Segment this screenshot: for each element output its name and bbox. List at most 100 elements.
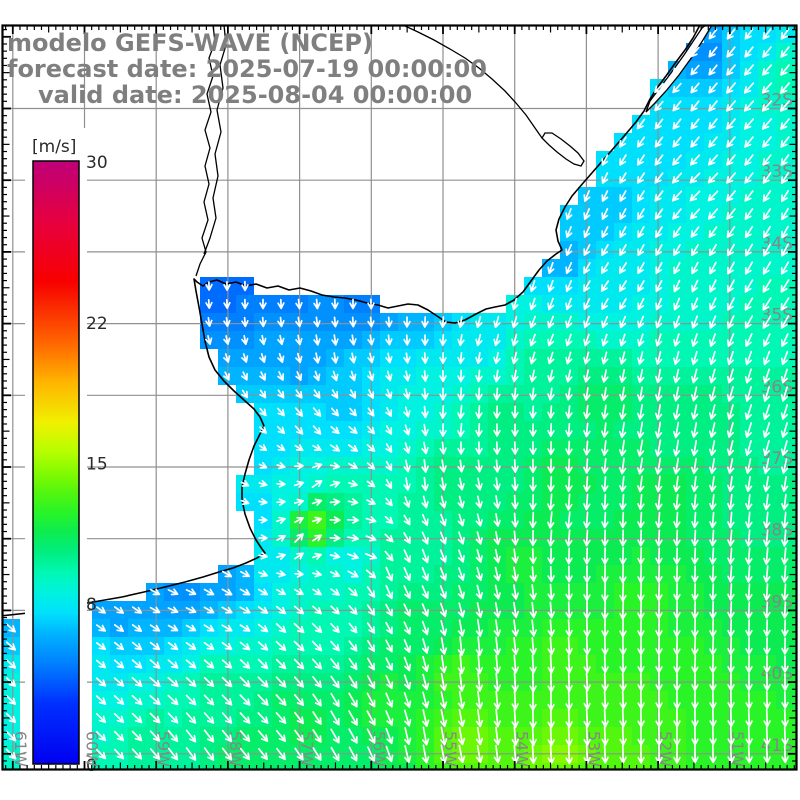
wind-arrow bbox=[511, 423, 519, 437]
wind-arrow bbox=[547, 387, 555, 401]
wind-arrow bbox=[637, 511, 645, 529]
wind-arrow bbox=[709, 726, 717, 746]
wind-arrow bbox=[601, 672, 609, 692]
wind-arrow bbox=[673, 279, 681, 293]
wind-arrow bbox=[709, 565, 717, 583]
wind-arrow bbox=[366, 604, 376, 616]
wind-arrow bbox=[655, 386, 663, 402]
wind-arrow bbox=[565, 208, 573, 220]
wind-arrow bbox=[673, 636, 681, 656]
wind-arrow bbox=[167, 588, 179, 596]
wind-arrow bbox=[223, 298, 231, 310]
wind-arrow bbox=[601, 547, 609, 565]
wind-arrow bbox=[312, 407, 322, 417]
wind-arrow bbox=[439, 602, 448, 618]
wind-arrow bbox=[547, 297, 555, 311]
wind-arrow bbox=[672, 208, 682, 220]
wind-arrow bbox=[493, 672, 502, 692]
wind-arrow bbox=[707, 208, 719, 220]
wind-arrow bbox=[149, 730, 161, 742]
wind-arrow bbox=[781, 655, 789, 673]
wind-arrow bbox=[636, 404, 645, 420]
wind-arrow bbox=[654, 421, 663, 439]
wind-arrow bbox=[655, 493, 663, 511]
wind-arrow bbox=[276, 498, 286, 506]
wind-arrow bbox=[330, 728, 340, 744]
wind-arrow bbox=[726, 208, 736, 220]
wind-arrow bbox=[583, 475, 591, 493]
wind-arrow bbox=[257, 730, 269, 742]
wind-arrow bbox=[726, 279, 735, 293]
wind-arrow bbox=[475, 404, 483, 420]
wind-arrow bbox=[349, 334, 357, 346]
wind-arrow bbox=[5, 695, 17, 705]
wind-arrow bbox=[403, 316, 411, 328]
wind-arrow bbox=[239, 570, 251, 578]
wind-arrow bbox=[673, 565, 681, 583]
wind-arrow bbox=[780, 458, 789, 474]
wind-arrow bbox=[331, 370, 339, 382]
wind-arrow bbox=[203, 659, 215, 669]
wind-arrow bbox=[763, 619, 771, 637]
wind-arrow bbox=[367, 370, 375, 382]
wind-arrow bbox=[637, 244, 645, 256]
wind-arrow bbox=[618, 280, 628, 292]
wind-arrow bbox=[672, 457, 681, 475]
wind-arrow bbox=[529, 725, 537, 747]
wind-arrow bbox=[366, 639, 376, 653]
wind-arrow bbox=[330, 407, 340, 417]
wind-arrow bbox=[744, 208, 754, 220]
wind-arrow bbox=[185, 588, 197, 596]
wind-arrow bbox=[259, 353, 267, 363]
wind-arrow bbox=[762, 279, 772, 293]
wind-arrow bbox=[239, 624, 251, 632]
wind-arrow bbox=[475, 333, 483, 347]
wind-arrow bbox=[727, 726, 735, 746]
wind-arrow bbox=[601, 690, 609, 710]
wind-arrow bbox=[475, 477, 483, 491]
wind-arrow bbox=[457, 387, 465, 401]
wind-arrow bbox=[727, 583, 735, 601]
wind-arrow bbox=[745, 744, 753, 764]
wind-arrow bbox=[672, 226, 682, 238]
forecast-date: forecast date: 2025-07-19 00:00:00 bbox=[7, 55, 487, 83]
wind-arrow bbox=[655, 351, 663, 365]
wind-arrow bbox=[330, 605, 340, 615]
wind-arrow bbox=[511, 512, 519, 528]
wind-arrow bbox=[241, 316, 249, 328]
wind-arrow bbox=[258, 552, 268, 560]
wind-arrow bbox=[709, 744, 717, 764]
wind-arrow bbox=[583, 618, 591, 638]
wind-arrow bbox=[547, 511, 555, 529]
wind-arrow bbox=[761, 82, 773, 94]
wind-arrow bbox=[583, 351, 591, 365]
wind-arrow bbox=[565, 547, 573, 565]
wind-arrow bbox=[439, 423, 447, 437]
wind-arrow bbox=[636, 457, 645, 475]
wind-arrow bbox=[601, 226, 609, 238]
wind-arrow bbox=[294, 747, 304, 761]
wind-arrow bbox=[726, 154, 736, 166]
wind-arrow bbox=[583, 654, 591, 674]
wind-arrow bbox=[637, 315, 645, 329]
wind-arrow bbox=[619, 154, 627, 166]
wind-arrow bbox=[673, 493, 681, 511]
wind-arrow bbox=[348, 605, 358, 615]
wind-arrow bbox=[744, 225, 754, 239]
wind-arrow bbox=[330, 588, 340, 596]
wind-arrow bbox=[403, 496, 411, 508]
wave-cell bbox=[686, 763, 704, 770]
wind-arrow bbox=[385, 316, 393, 328]
wind-arrow bbox=[691, 529, 699, 547]
wind-arrow bbox=[276, 516, 286, 524]
wind-arrow bbox=[349, 407, 357, 417]
wind-arrow bbox=[294, 444, 304, 452]
wind-arrow bbox=[691, 475, 699, 493]
wind-arrow bbox=[294, 516, 304, 524]
wind-arrow bbox=[673, 315, 681, 329]
wind-arrow bbox=[726, 422, 735, 438]
wind-arrow bbox=[312, 552, 322, 560]
wind-arrow bbox=[743, 118, 755, 130]
wind-arrow bbox=[422, 709, 430, 727]
wind-arrow bbox=[439, 620, 448, 636]
